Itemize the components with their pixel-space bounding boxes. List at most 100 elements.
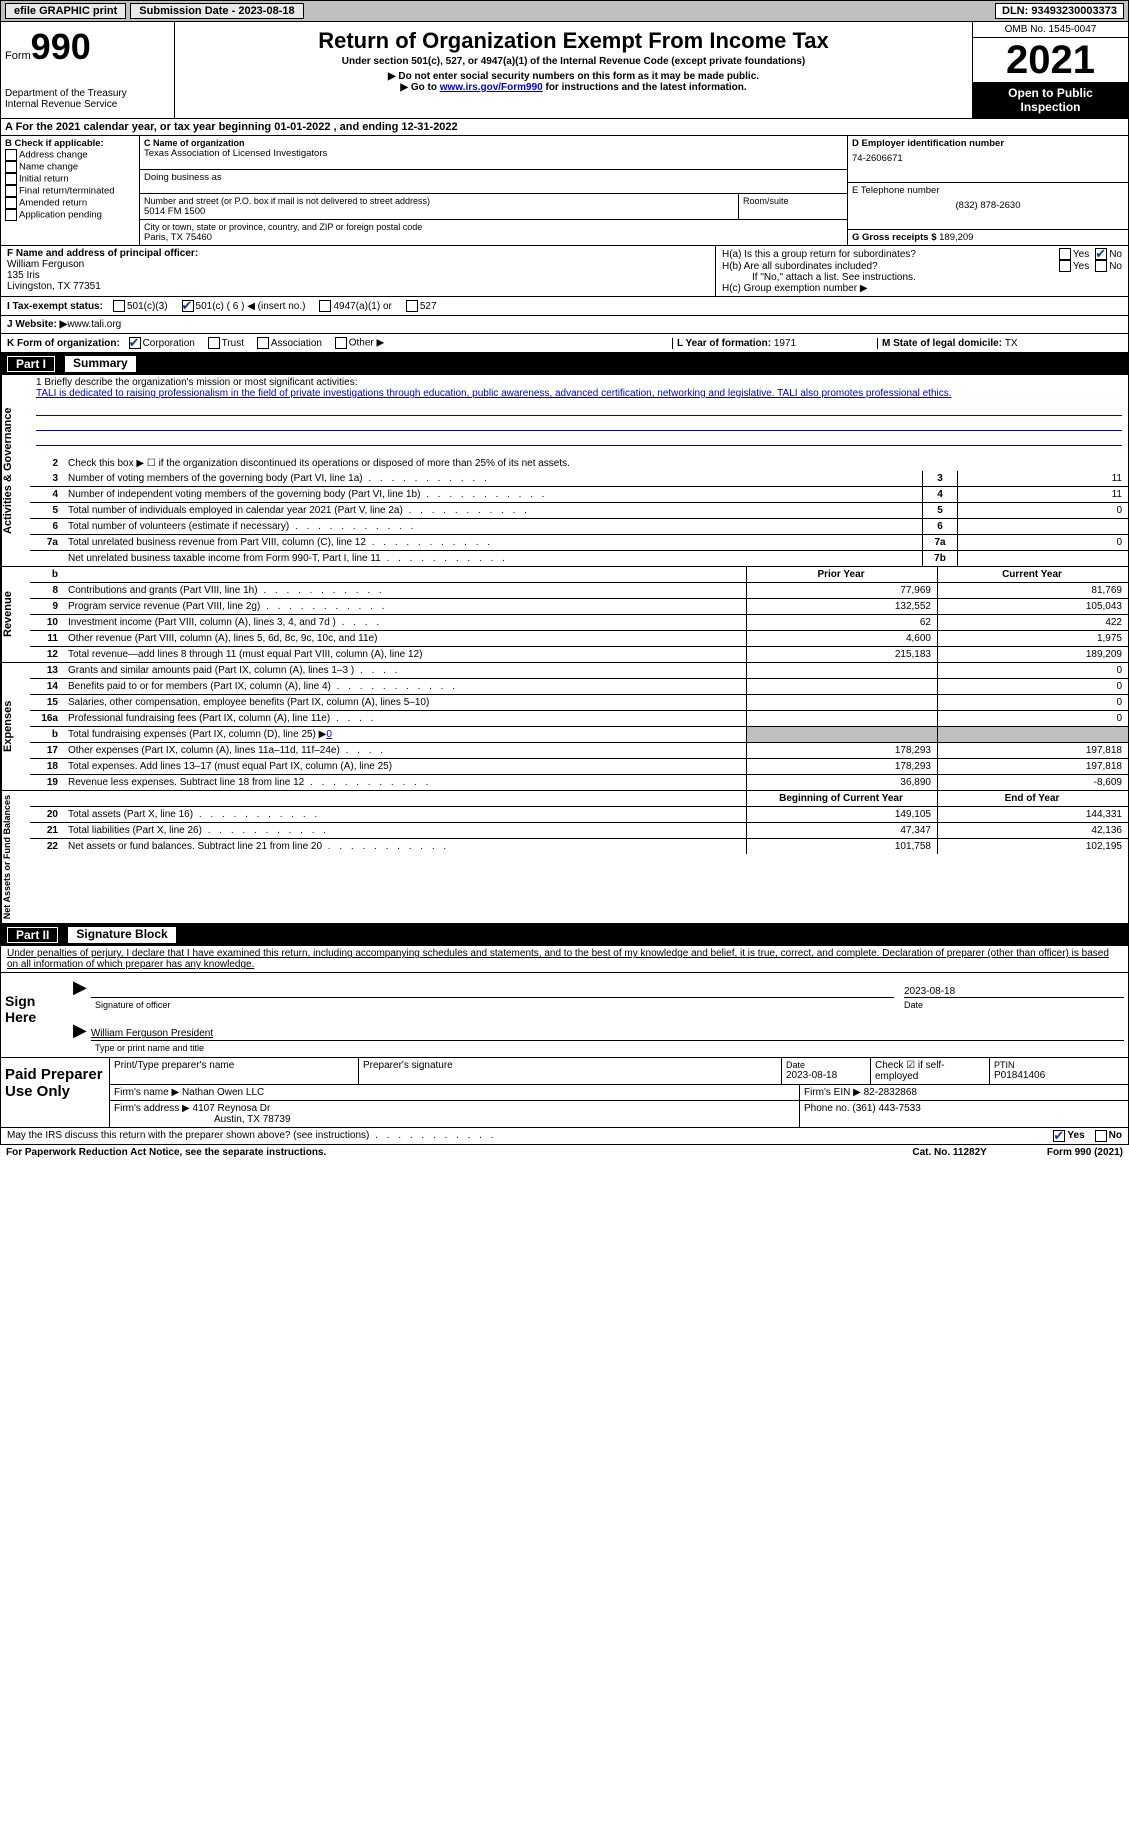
open-to-public: Open to Public Inspection bbox=[973, 82, 1128, 118]
ln22-text: Net assets or fund balances. Subtract li… bbox=[64, 839, 747, 855]
ln10-py: 62 bbox=[747, 615, 938, 631]
checkbox-address[interactable] bbox=[5, 149, 17, 161]
prep-date-cell: Date 2023-08-18 bbox=[782, 1058, 871, 1084]
officer-addr1: 135 Iris bbox=[7, 270, 709, 281]
ln16b-cy bbox=[938, 727, 1129, 743]
sig-officer-field[interactable] bbox=[91, 996, 894, 998]
section-revenue: Revenue bPrior YearCurrent Year 8Contrib… bbox=[0, 567, 1129, 663]
checkbox-initial[interactable] bbox=[5, 173, 17, 185]
i-cb-501c[interactable] bbox=[182, 300, 194, 312]
ln5-ref: 5 bbox=[923, 503, 958, 519]
header-left: Form990 Department of the Treasury Inter… bbox=[1, 22, 175, 118]
phone-label: E Telephone number bbox=[852, 185, 1124, 196]
vlabel-netassets: Net Assets or Fund Balances bbox=[1, 791, 30, 923]
officer-addr2: Livingston, TX 77351 bbox=[7, 281, 709, 292]
c-name-cell: C Name of organization Texas Association… bbox=[140, 136, 847, 170]
dln-value: 93493230003373 bbox=[1031, 5, 1117, 17]
section-netassets: Net Assets or Fund Balances Beginning of… bbox=[0, 791, 1129, 924]
ln11-text: Other revenue (Part VIII, column (A), li… bbox=[64, 631, 747, 647]
firm-ein-label: Firm's EIN ▶ bbox=[804, 1087, 864, 1098]
vlabel-governance: Activities & Governance bbox=[1, 375, 30, 566]
ln5-num: 5 bbox=[30, 503, 64, 519]
ln22-cy: 102,195 bbox=[938, 839, 1129, 855]
i-cb-527[interactable] bbox=[406, 300, 418, 312]
firm-name-label: Firm's name ▶ bbox=[114, 1087, 182, 1098]
dln-label: DLN: bbox=[1002, 5, 1031, 17]
hb-yes-checkbox[interactable] bbox=[1059, 260, 1071, 272]
ln20-text: Total assets (Part X, line 16) bbox=[64, 807, 747, 823]
discuss-yes: Yes bbox=[1067, 1130, 1084, 1142]
ln16b-text: Total fundraising expenses (Part IX, col… bbox=[64, 727, 747, 743]
dba-label: Doing business as bbox=[144, 172, 843, 183]
ln9-py: 132,552 bbox=[747, 599, 938, 615]
governance-content: 1 Briefly describe the organization's mi… bbox=[30, 375, 1128, 566]
header-right: OMB No. 1545-0047 2021 Open to Public In… bbox=[972, 22, 1128, 118]
ln7a-text: Total unrelated business revenue from Pa… bbox=[64, 535, 923, 551]
ln7a-ref: 7a bbox=[923, 535, 958, 551]
revenue-table: bPrior YearCurrent Year 8Contributions a… bbox=[30, 567, 1128, 662]
sig-officer-caption: Signature of officer bbox=[95, 1000, 904, 1010]
firm-addr2: Austin, TX 78739 bbox=[114, 1114, 795, 1125]
discuss-yes-cb[interactable] bbox=[1053, 1130, 1065, 1142]
i-501c: 501(c) ( 6 ) ◀ (insert no.) bbox=[196, 301, 306, 312]
discuss-no-cb[interactable] bbox=[1095, 1130, 1107, 1142]
ln8-text: Contributions and grants (Part VIII, lin… bbox=[64, 583, 747, 599]
checkbox-name[interactable] bbox=[5, 161, 17, 173]
b-text-5: Application pending bbox=[19, 210, 102, 221]
ha-yes-checkbox[interactable] bbox=[1059, 248, 1071, 260]
submission-date: 2023-08-18 bbox=[238, 5, 294, 17]
discuss-row: May the IRS discuss this return with the… bbox=[0, 1128, 1129, 1145]
mission-block: 1 Briefly describe the organization's mi… bbox=[30, 375, 1128, 401]
ln21-py: 47,347 bbox=[747, 823, 938, 839]
checkbox-final[interactable] bbox=[5, 185, 17, 197]
sign-here-label: Sign Here bbox=[1, 973, 69, 1057]
ln10-cy: 422 bbox=[938, 615, 1129, 631]
current-year-header: Current Year bbox=[938, 567, 1129, 583]
ln3-num: 3 bbox=[30, 471, 64, 487]
c-name-label: C Name of organization bbox=[144, 138, 843, 148]
signature-block: Under penalties of perjury, I declare th… bbox=[0, 946, 1129, 1058]
sig-line-2: ▶ William Ferguson President bbox=[73, 1020, 1124, 1041]
section-fh: F Name and address of principal officer:… bbox=[0, 246, 1129, 297]
ha-no-checkbox[interactable] bbox=[1095, 248, 1107, 260]
period-begin: 01-01-2022 bbox=[274, 121, 330, 133]
k-cb-trust[interactable] bbox=[208, 337, 220, 349]
ein-label: D Employer identification number bbox=[852, 138, 1124, 149]
checkbox-pending[interactable] bbox=[5, 209, 17, 221]
k-cb-corp[interactable] bbox=[129, 337, 141, 349]
note-goto: ▶ Go to www.irs.gov/Form990 for instruct… bbox=[179, 82, 968, 93]
blank-line-3 bbox=[36, 431, 1122, 446]
checkbox-amended[interactable] bbox=[5, 197, 17, 209]
d-ein-cell: D Employer identification number 74-2606… bbox=[848, 136, 1128, 183]
submission-date-button[interactable]: Submission Date - 2023-08-18 bbox=[130, 3, 303, 19]
efile-button[interactable]: efile GRAPHIC print bbox=[5, 3, 126, 19]
hb-no-checkbox[interactable] bbox=[1095, 260, 1107, 272]
ln20-py: 149,105 bbox=[747, 807, 938, 823]
ln6-ref: 6 bbox=[923, 519, 958, 535]
i-cb-501c3[interactable] bbox=[113, 300, 125, 312]
ln13-text: Grants and similar amounts paid (Part IX… bbox=[64, 663, 747, 679]
netassets-table: Beginning of Current YearEnd of Year 20T… bbox=[30, 791, 1128, 854]
irs-link[interactable]: www.irs.gov/Form990 bbox=[440, 82, 543, 93]
sig-name-field: William Ferguson President bbox=[91, 1028, 1124, 1041]
section-expenses: Expenses 13Grants and similar amounts pa… bbox=[0, 663, 1129, 791]
hc-label: H(c) Group exemption number ▶ bbox=[722, 283, 1122, 294]
sig-date-caption: Date bbox=[904, 1000, 1124, 1010]
ptin-label: PTIN bbox=[994, 1060, 1124, 1070]
sig-line-1: ▶ 2023-08-18 bbox=[73, 977, 1124, 998]
col-l: L Year of formation: 1971 bbox=[672, 338, 877, 349]
i-cb-4947[interactable] bbox=[319, 300, 331, 312]
ln15-num: 15 bbox=[30, 695, 64, 711]
ln17-num: 17 bbox=[30, 743, 64, 759]
l-value: 1971 bbox=[774, 338, 796, 349]
k-cb-assoc[interactable] bbox=[257, 337, 269, 349]
note-ssn: ▶ Do not enter social security numbers o… bbox=[179, 71, 968, 82]
ein-value: 74-2606671 bbox=[852, 153, 1124, 164]
col-f: F Name and address of principal officer:… bbox=[1, 246, 715, 296]
k-cb-other[interactable] bbox=[335, 337, 347, 349]
j-label: J Website: ▶ bbox=[7, 319, 67, 330]
b-label: B Check if applicable: bbox=[5, 138, 135, 149]
c-addr-cell: Number and street (or P.O. box if mail i… bbox=[140, 194, 847, 220]
form-subtitle: Under section 501(c), 527, or 4947(a)(1)… bbox=[179, 56, 968, 67]
ln21-num: 21 bbox=[30, 823, 64, 839]
